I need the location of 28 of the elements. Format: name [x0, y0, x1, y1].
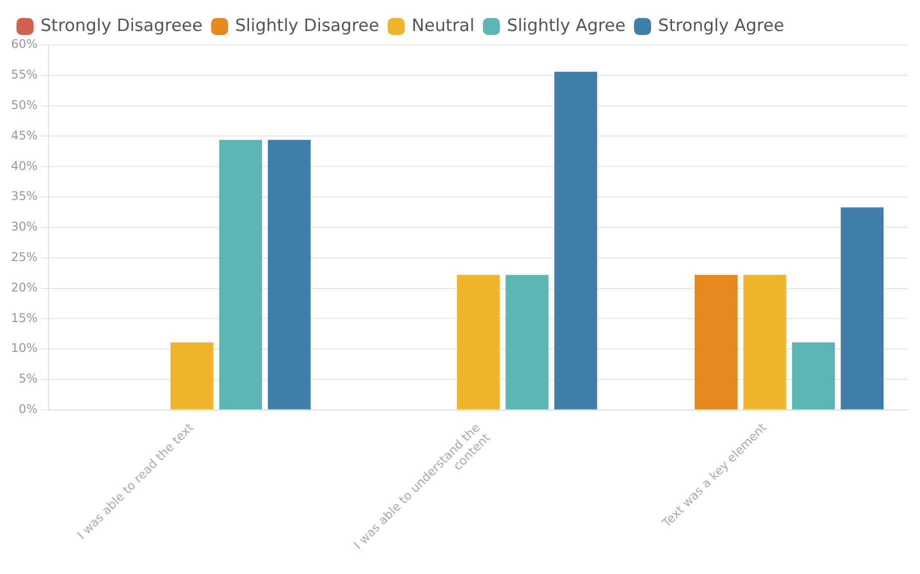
- legend-label: Slightly Disagree: [235, 16, 380, 36]
- y-tick-label: 40%: [11, 158, 38, 173]
- legend-label: Strongly Agree: [658, 16, 784, 36]
- y-tick-label: 15%: [11, 310, 38, 325]
- bar: [743, 274, 786, 410]
- y-tick-label: 0%: [18, 402, 38, 416]
- y-tick-label: 20%: [11, 280, 38, 294]
- legend-label: Neutral: [412, 16, 474, 36]
- bar: [840, 207, 884, 410]
- bar: [792, 342, 835, 410]
- y-tick-label: 5%: [18, 372, 38, 386]
- bar: [219, 140, 262, 410]
- bar: [268, 140, 311, 410]
- y-tick-label: 25%: [11, 250, 38, 264]
- y-tick-label: 35%: [11, 189, 38, 204]
- bar: [694, 274, 738, 410]
- y-tick-label: 30%: [11, 220, 38, 234]
- legend-label: Strongly Disagreee: [40, 16, 203, 36]
- bar: [170, 342, 214, 410]
- y-tick-label: 55%: [11, 68, 38, 82]
- bar: [506, 274, 548, 410]
- legend-label: Slightly Agree: [506, 16, 626, 36]
- y-tick-label: 10%: [11, 341, 38, 356]
- y-tick-label: 50%: [11, 98, 38, 112]
- y-tick-label: 60%: [11, 37, 38, 52]
- bar: [456, 274, 500, 410]
- y-tick-label: 45%: [11, 128, 38, 142]
- bar: [554, 72, 598, 410]
